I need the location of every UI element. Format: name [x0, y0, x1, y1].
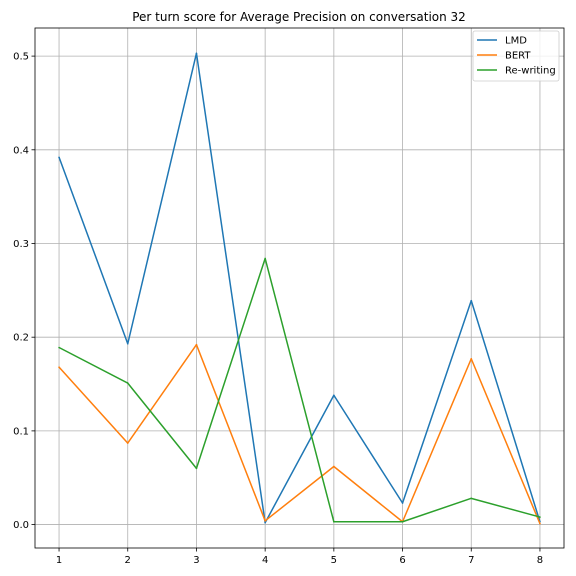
data-point-bert — [470, 357, 473, 360]
data-point-bert — [333, 465, 335, 468]
x-tick-label: 1 — [56, 555, 62, 566]
data-point-re-writing — [126, 382, 129, 384]
series-line-bert — [58, 343, 541, 524]
data-point-re-writing — [539, 516, 541, 518]
legend-box — [472, 30, 560, 82]
x-tick-label: 7 — [468, 555, 474, 566]
data-point-re-writing — [58, 346, 60, 349]
data-point-lmd — [126, 342, 129, 345]
data-point-bert — [195, 343, 198, 346]
y-tick-label: 0.3 — [13, 239, 29, 250]
series-line-lmd — [58, 52, 541, 524]
data-point-lmd — [58, 156, 60, 159]
data-point-lmd — [333, 394, 335, 397]
legend-label: LMD — [505, 36, 527, 47]
data-point-re-writing — [401, 520, 404, 523]
y-tick-label: 0.0 — [13, 520, 29, 531]
data-point-lmd — [401, 502, 404, 504]
data-point-lmd — [470, 299, 473, 302]
data-point-re-writing — [470, 497, 473, 500]
data-point-bert — [58, 366, 60, 368]
chart-title: Per turn score for Average Precision on … — [132, 10, 466, 24]
x-tick-label: 4 — [262, 555, 268, 566]
plot-frame — [34, 27, 565, 549]
axis-ticks: 1 2 3 4 5 6 7 8 0.0 0.1 0.2 0.3 0.4 0.5 — [13, 52, 543, 566]
y-tick-label: 0.5 — [13, 52, 29, 63]
data-point-bert — [539, 522, 541, 525]
data-point-re-writing — [264, 257, 266, 260]
data-point-lmd — [264, 521, 266, 524]
series-line-re-writing — [58, 257, 541, 523]
x-tick-label: 8 — [537, 555, 543, 566]
x-tick-label: 5 — [331, 555, 337, 566]
legend-label: Re-writing — [505, 66, 556, 77]
data-point-re-writing — [333, 520, 335, 523]
x-tick-label: 3 — [193, 555, 199, 566]
y-tick-label: 0.2 — [13, 333, 29, 344]
data-point-re-writing — [195, 467, 198, 470]
series-lines — [58, 52, 541, 525]
legend-label: BERT — [505, 51, 531, 62]
data-point-bert — [264, 520, 266, 522]
legend: LMD BERT Re-writing — [472, 30, 560, 82]
data-point-bert — [126, 442, 129, 444]
data-point-lmd — [195, 52, 198, 55]
y-tick-label: 0.4 — [13, 145, 29, 156]
x-tick-label: 6 — [399, 555, 405, 566]
y-tick-label: 0.1 — [13, 426, 29, 437]
x-tick-label: 2 — [125, 555, 131, 566]
